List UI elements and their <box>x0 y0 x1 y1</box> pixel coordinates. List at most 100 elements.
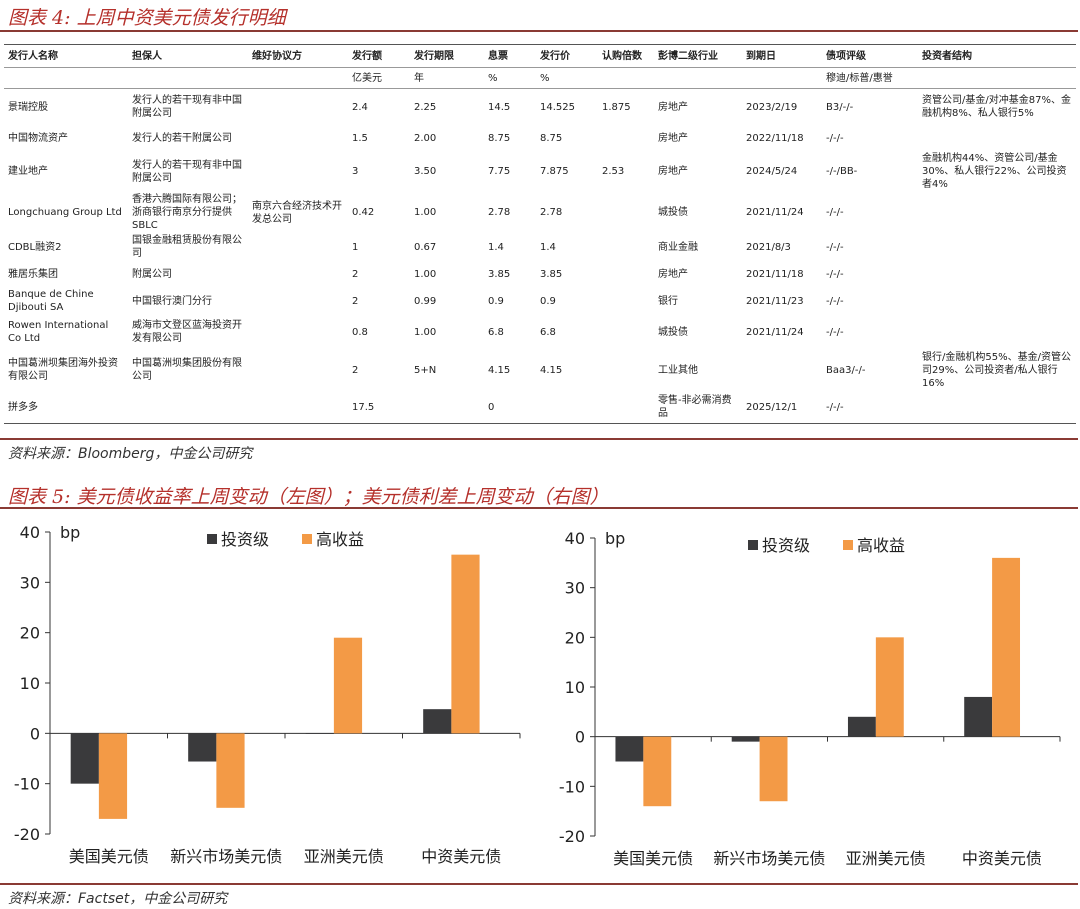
y-tick-label: 0 <box>30 724 40 743</box>
table-cell: 17.5 <box>348 391 410 424</box>
figure5-source: 资料来源：Factset，中金公司研究 <box>8 891 228 907</box>
table-cell: 2 <box>352 268 359 280</box>
table-cell: 14.5 <box>488 101 511 113</box>
table-cell: -/-/- <box>826 207 844 218</box>
table-cell: Rowen International Co Ltd <box>8 320 109 344</box>
table-cell <box>598 192 654 233</box>
category-label: 亚洲美元债 <box>846 849 926 868</box>
unit-cell <box>248 67 348 89</box>
spread-change-chart: -20 -10 0 10 20 30 40 bp 美国美元债 新兴市场美元债 亚洲美元债 中资美元债 投… <box>559 529 1061 868</box>
table-cell: 银行/金融机构55%、基金/资管公司29%、公司投资者/私人银行16% <box>922 351 1071 389</box>
table-cell: 1.00 <box>414 268 437 280</box>
table-cell: 发行人的若干附属公司 <box>132 132 232 144</box>
table-cell: 8.75 <box>488 132 511 144</box>
table-cell: Longchuang Group Ltd <box>8 207 122 218</box>
unit-cell: 亿美元 <box>348 67 410 89</box>
table-cell: 2.00 <box>414 132 437 144</box>
table-cell: Banque de Chine Djibouti SA <box>8 289 94 313</box>
table-cell: 0.99 <box>414 295 437 307</box>
column-header: 发行期限 <box>410 44 484 68</box>
table-cell: 1.4 <box>540 241 556 253</box>
table-cell: 6.8 <box>540 326 556 338</box>
column-header: 投资者结构 <box>918 44 1076 68</box>
table-cell <box>598 315 654 349</box>
table-cell <box>918 287 1076 315</box>
table-cell: 中国物流资产 <box>8 132 68 144</box>
table-cell: 金融机构44%、资管公司/基金30%、私人银行22%、公司投资者4% <box>922 153 1067 190</box>
table-cell: 2021/11/24 <box>746 207 804 218</box>
bar-high-yield <box>992 557 1021 737</box>
table-cell: 附属公司 <box>132 268 172 280</box>
table-cell: CDBL融资2 <box>8 241 62 253</box>
table-cell: B3/-/- <box>826 101 854 113</box>
table-cell <box>918 192 1076 233</box>
table-cell: 2.78 <box>540 207 563 218</box>
unit-cell: % <box>484 67 536 89</box>
bar-high-yield <box>98 733 128 819</box>
table-cell: 威海市文登区蓝海投资开发有限公司 <box>132 320 242 344</box>
table-cell: 商业金融 <box>658 241 698 253</box>
table-row: 中国物流资产 发行人的若干附属公司 1.5 2.00 8.75 8.75 房地产 2022/1… <box>4 125 1076 151</box>
table-cell: -/-/- <box>822 391 918 424</box>
figure5-bottom-rule <box>0 883 1078 885</box>
bar-investment-grade <box>964 696 993 737</box>
figure5-title: 图表 5: 美元债收益率上周变动（左图）；美元债利差上周变动（右图） <box>8 486 609 508</box>
table-cell: 资管公司/基金/对冲基金87%、金融机构8%、私人银行5% <box>922 95 1071 119</box>
y-tick-label: 30 <box>20 573 40 592</box>
unit-cell <box>742 67 822 89</box>
table-cell: 城投债 <box>658 326 688 338</box>
table-cell <box>410 391 484 424</box>
bar-investment-grade <box>731 736 760 742</box>
table-cell: 0 <box>484 391 536 424</box>
y-tick-label: 20 <box>565 628 585 647</box>
unit-cell: 穆迪/标普/惠誉 <box>822 67 918 89</box>
table-cell <box>918 125 1076 151</box>
table-cell: 2 <box>352 295 359 307</box>
column-header: 发行人名称 <box>4 44 128 68</box>
table-row: CDBL融资2 国银金融租赁股份有限公司 1 0.67 1.4 1.4 商业金融 2021/8… <box>4 233 1076 261</box>
bar-high-yield <box>451 554 480 734</box>
table-cell <box>248 349 348 391</box>
table-cell: 7.875 <box>540 166 569 177</box>
table-cell: Baa3/-/- <box>826 364 866 376</box>
table-cell <box>248 391 348 424</box>
table-cell: 发行人的若干现有非中国附属公司 <box>132 95 242 119</box>
table-cell: 建业地产 <box>8 166 48 177</box>
table-cell <box>918 233 1076 261</box>
table-cell: 7.75 <box>488 166 511 177</box>
table-cell: -/-/- <box>826 326 844 338</box>
bar-investment-grade <box>305 733 334 734</box>
y-tick-label: 10 <box>565 678 585 697</box>
bar-investment-grade <box>70 733 99 784</box>
table-cell: 4.15 <box>540 364 563 376</box>
table-cell <box>598 391 654 424</box>
table-cell: 14.525 <box>540 101 575 113</box>
bar-high-yield <box>216 733 245 808</box>
table-cell <box>248 89 348 126</box>
figure4-title-rule <box>0 30 1078 32</box>
table-cell <box>918 391 1076 424</box>
y-tick-label: 0 <box>575 728 585 747</box>
legend-label: 投资级 <box>762 536 810 555</box>
table-cell: 0.42 <box>352 207 375 218</box>
unit-cell: 年 <box>410 67 484 89</box>
legend-swatch <box>748 540 758 550</box>
table-cell: -/-/- <box>826 132 844 144</box>
unit-cell: % <box>536 67 598 89</box>
table-row: Rowen International Co Ltd 威海市文登区蓝海投资开发有限… <box>4 315 1076 349</box>
table-row: Longchuang Group Ltd 香港六腾国际有限公司；浙商银行南京分行提… <box>4 192 1076 233</box>
unit-cell <box>654 67 742 89</box>
bar-investment-grade <box>423 709 452 734</box>
table-cell: 南京六合经济技术开发总公司 <box>252 200 342 225</box>
table-cell <box>742 349 822 391</box>
table-cell: -/-/- <box>826 241 844 253</box>
bar-high-yield <box>333 637 363 734</box>
legend-label: 高收益 <box>857 536 905 555</box>
table-cell <box>918 261 1076 287</box>
table-cell: 0.9 <box>488 295 504 307</box>
table-cell <box>248 233 348 261</box>
table-cell: 1 <box>352 241 359 253</box>
table-cell: 国银金融租赁股份有限公司 <box>132 235 242 259</box>
bar-high-yield <box>759 736 788 802</box>
table-cell: -/-/BB- <box>826 166 858 177</box>
